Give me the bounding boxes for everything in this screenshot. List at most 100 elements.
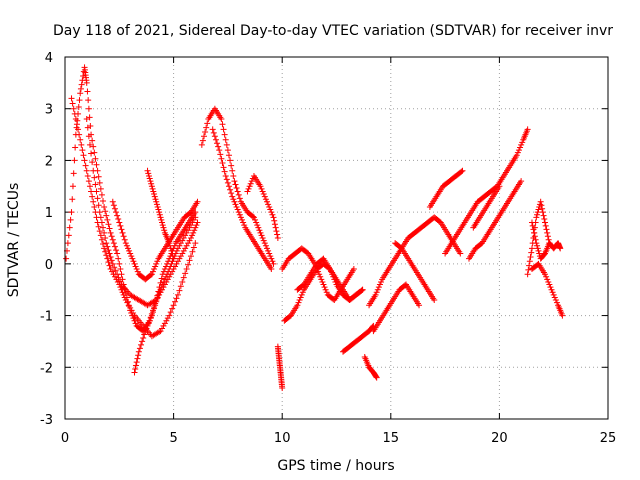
data-point: [123, 242, 130, 249]
data-point: [101, 245, 108, 252]
data-point: [261, 240, 268, 247]
data-point: [373, 373, 380, 380]
y-tick-label: -2: [40, 361, 53, 376]
data-point: [220, 126, 227, 133]
data-point: [179, 237, 186, 244]
data-point: [225, 152, 232, 159]
data-point: [152, 263, 159, 270]
data-points: [63, 64, 566, 391]
data-point: [104, 255, 111, 262]
data-point: [457, 250, 464, 257]
data-point: [86, 183, 93, 190]
y-tick-label: 0: [45, 258, 53, 273]
data-point: [148, 180, 155, 187]
data-point: [536, 201, 543, 208]
data-point: [533, 214, 540, 221]
data-point: [173, 247, 180, 254]
data-point: [359, 286, 366, 293]
data-point: [183, 242, 190, 249]
data-point: [132, 263, 139, 270]
data-point: [212, 136, 219, 143]
data-point: [86, 141, 93, 148]
data-point: [315, 268, 322, 275]
data-point: [107, 253, 114, 260]
data-point: [110, 240, 117, 247]
data-point: [114, 250, 121, 257]
data-point: [145, 170, 152, 177]
data-point: [534, 242, 541, 249]
data-point: [106, 225, 113, 232]
data-point: [231, 198, 238, 205]
data-point: [174, 258, 181, 265]
data-point: [524, 271, 531, 278]
data-point: [95, 202, 102, 209]
data-point: [375, 284, 382, 291]
data-point: [169, 305, 176, 312]
data-point: [189, 219, 196, 226]
data-point: [535, 206, 542, 213]
data-point: [274, 231, 281, 238]
data-point: [98, 236, 105, 243]
data-point: [119, 229, 126, 236]
x-axis-label: GPS time / hours: [277, 458, 394, 474]
data-point: [219, 160, 226, 167]
data-point: [156, 209, 163, 216]
data-point: [176, 255, 183, 262]
data-point: [262, 242, 269, 249]
data-point: [130, 258, 137, 265]
data-point: [116, 260, 123, 267]
data-point: [191, 227, 198, 234]
series-t4: [109, 198, 201, 283]
data-point: [94, 219, 101, 226]
x-tick-label: 10: [274, 431, 291, 446]
data-point: [77, 90, 84, 97]
data-point: [528, 249, 535, 256]
data-point: [537, 198, 544, 205]
data-point: [229, 167, 236, 174]
data-point: [250, 214, 257, 221]
data-point: [167, 245, 174, 252]
data-point: [215, 143, 222, 150]
data-point: [132, 320, 139, 327]
data-point: [110, 202, 117, 209]
data-point: [101, 203, 108, 210]
data-point: [90, 167, 97, 174]
data-point: [239, 216, 246, 223]
data-point: [133, 359, 140, 366]
data-point: [113, 247, 120, 254]
data-point: [234, 188, 241, 195]
data-point: [192, 214, 199, 221]
data-point: [261, 193, 268, 200]
data-point: [154, 258, 161, 265]
data-point: [193, 222, 200, 229]
data-point: [84, 172, 91, 179]
data-point: [234, 206, 241, 213]
data-point: [232, 201, 239, 208]
data-point: [227, 186, 234, 193]
data-point: [528, 245, 535, 252]
data-point: [549, 289, 556, 296]
data-point: [161, 320, 168, 327]
data-point: [557, 245, 564, 252]
data-point: [268, 255, 275, 262]
data-point: [231, 178, 238, 185]
data-point: [209, 126, 216, 133]
data-point: [106, 262, 113, 269]
data-point: [88, 150, 95, 157]
data-point: [515, 147, 522, 154]
data-point: [223, 176, 230, 183]
data-point: [102, 248, 109, 255]
data-point: [73, 121, 80, 128]
data-point: [546, 281, 553, 288]
data-point: [100, 241, 107, 248]
data-point: [244, 188, 251, 195]
data-point: [107, 229, 114, 236]
data-point: [187, 253, 194, 260]
series-t8: [209, 126, 275, 273]
data-point: [139, 338, 146, 345]
data-point: [535, 247, 542, 254]
data-point: [220, 164, 227, 171]
data-point: [182, 245, 189, 252]
data-point: [153, 201, 160, 208]
data-point: [221, 131, 228, 138]
